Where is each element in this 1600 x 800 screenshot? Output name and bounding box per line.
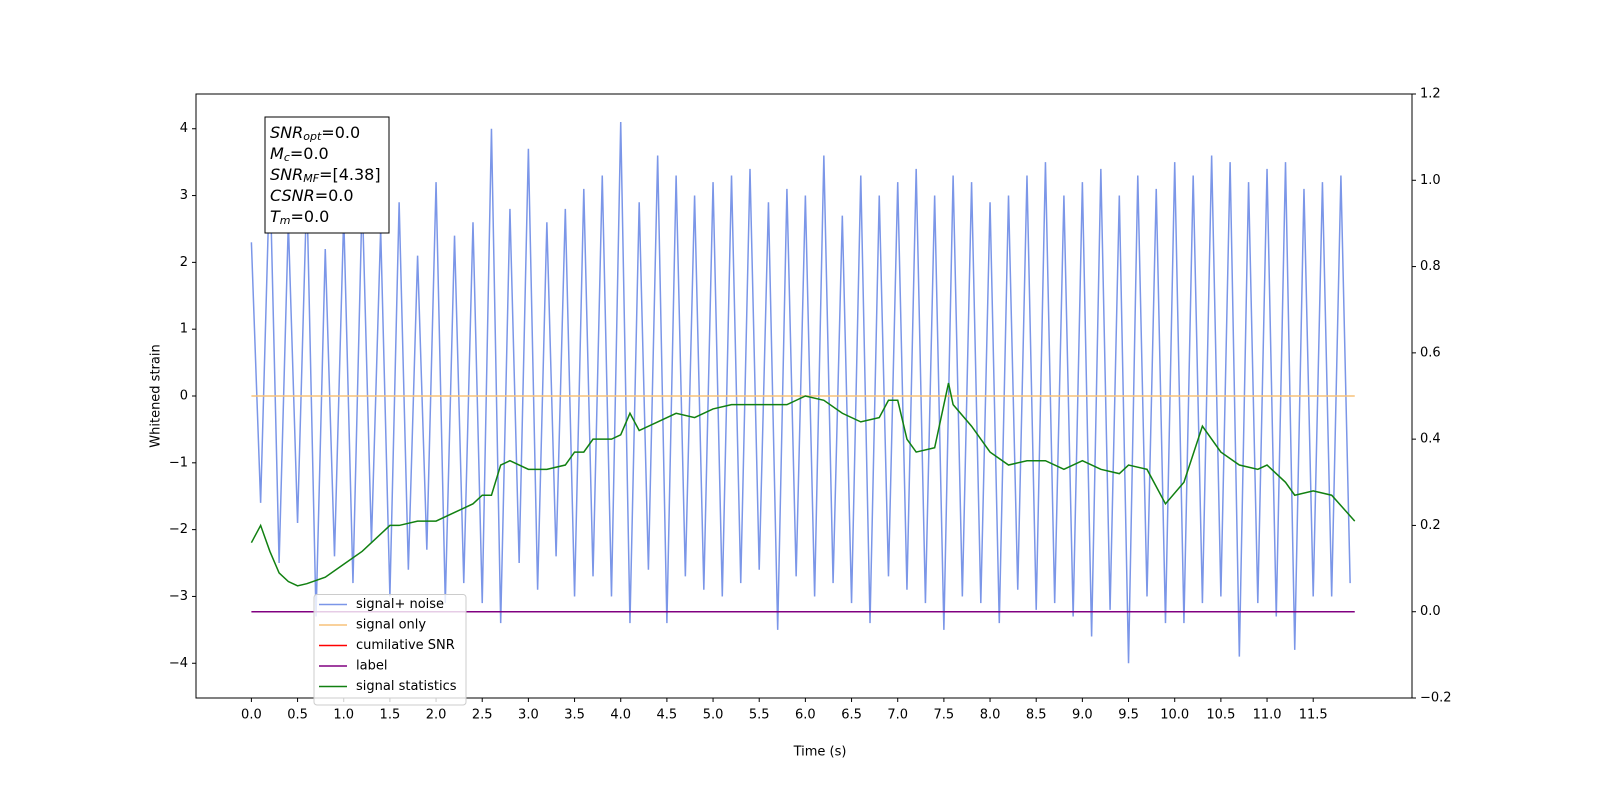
annotation-value: =[4.38] (319, 165, 381, 184)
annotation-text: SNRMF=[4.38] (270, 165, 381, 186)
annotation-symbol: CSNR (270, 186, 315, 205)
annotation-text: SNRopt=0.0 (270, 123, 360, 144)
y-tick-label: −4 (169, 656, 188, 671)
x-tick-label: 0.0 (241, 708, 262, 723)
annotation-value: =0.0 (315, 186, 354, 205)
y2-tick-label: 1.2 (1420, 87, 1441, 102)
annotation-subscript: MF (303, 172, 319, 185)
y-tick-label: 2 (180, 255, 188, 270)
y2-tick-label: 0.2 (1420, 518, 1441, 533)
x-tick-label: 9.0 (1072, 708, 1093, 723)
x-tick-label: 5.5 (749, 708, 770, 723)
x-tick-label: 3.5 (564, 708, 585, 723)
x-axis-label: Time (s) (793, 745, 847, 760)
y-tick-label: 0 (180, 389, 188, 404)
series-line (250, 122, 1351, 664)
legend-label: cumilative SNR (356, 638, 455, 653)
legend-box (313, 594, 467, 706)
y2-tick-label: 0.8 (1420, 259, 1441, 274)
annotation-subscript: opt (303, 130, 322, 143)
y-tick-label: −2 (169, 522, 188, 537)
y2-tick-label: 0.0 (1420, 604, 1441, 619)
series-line (250, 382, 1356, 587)
y2-tick-label: 0.4 (1420, 432, 1441, 447)
x-tick-label: 8.0 (980, 708, 1001, 723)
legend-label: signal statistics (356, 679, 457, 694)
annotation-value: =0.0 (321, 123, 360, 142)
y-tick-label: 1 (180, 322, 188, 337)
x-tick-label: 6.0 (795, 708, 816, 723)
x-tick-label: 5.0 (703, 708, 724, 723)
x-tick-label: 1.0 (333, 708, 354, 723)
y-axis-label: Whitened strain (149, 344, 164, 447)
x-tick-label: 8.5 (1026, 708, 1047, 723)
annotation-value: =0.0 (290, 144, 329, 163)
legend-label: label (356, 659, 387, 674)
annotation-symbol: T (270, 207, 281, 226)
annotation-box (264, 116, 390, 234)
x-tick-label: 10.0 (1160, 708, 1189, 723)
x-tick-label: 2.5 (472, 708, 493, 723)
x-tick-label: 7.0 (887, 708, 908, 723)
y2-tick-label: −0.2 (1420, 691, 1452, 706)
legend-label: signal only (356, 618, 426, 633)
x-tick-label: 6.5 (841, 708, 862, 723)
annotation-subscript: c (284, 151, 290, 164)
x-tick-label: 9.5 (1118, 708, 1139, 723)
annotation-subscript: m (280, 214, 291, 227)
x-tick-label: 4.0 (610, 708, 631, 723)
y-tick-label: −3 (169, 589, 188, 604)
legend-label: signal+ noise (356, 597, 444, 612)
y-tick-label: 3 (180, 188, 188, 203)
x-tick-label: 11.0 (1253, 708, 1282, 723)
x-tick-label: 3.0 (518, 708, 539, 723)
y-tick-label: −1 (169, 455, 188, 470)
x-tick-label: 0.5 (287, 708, 308, 723)
annotation-value: =0.0 (291, 207, 330, 226)
y-tick-label: 4 (180, 121, 188, 136)
annotation-symbol: SNR (270, 165, 303, 184)
x-tick-label: 7.5 (934, 708, 955, 723)
x-tick-label: 4.5 (657, 708, 678, 723)
x-tick-label: 1.5 (380, 708, 401, 723)
x-tick-label: 2.0 (426, 708, 447, 723)
annotation-symbol: SNR (270, 123, 303, 142)
x-tick-label: 10.5 (1206, 708, 1235, 723)
x-tick-label: 11.5 (1299, 708, 1328, 723)
annotation-text: CSNR=0.0 (270, 186, 354, 205)
annotation-text: Tm=0.0 (270, 207, 329, 228)
y2-tick-label: 1.0 (1420, 173, 1441, 188)
annotation-symbol: M (270, 144, 284, 163)
annotation-text: Mc=0.0 (270, 144, 329, 165)
y2-tick-label: 0.6 (1420, 345, 1441, 360)
